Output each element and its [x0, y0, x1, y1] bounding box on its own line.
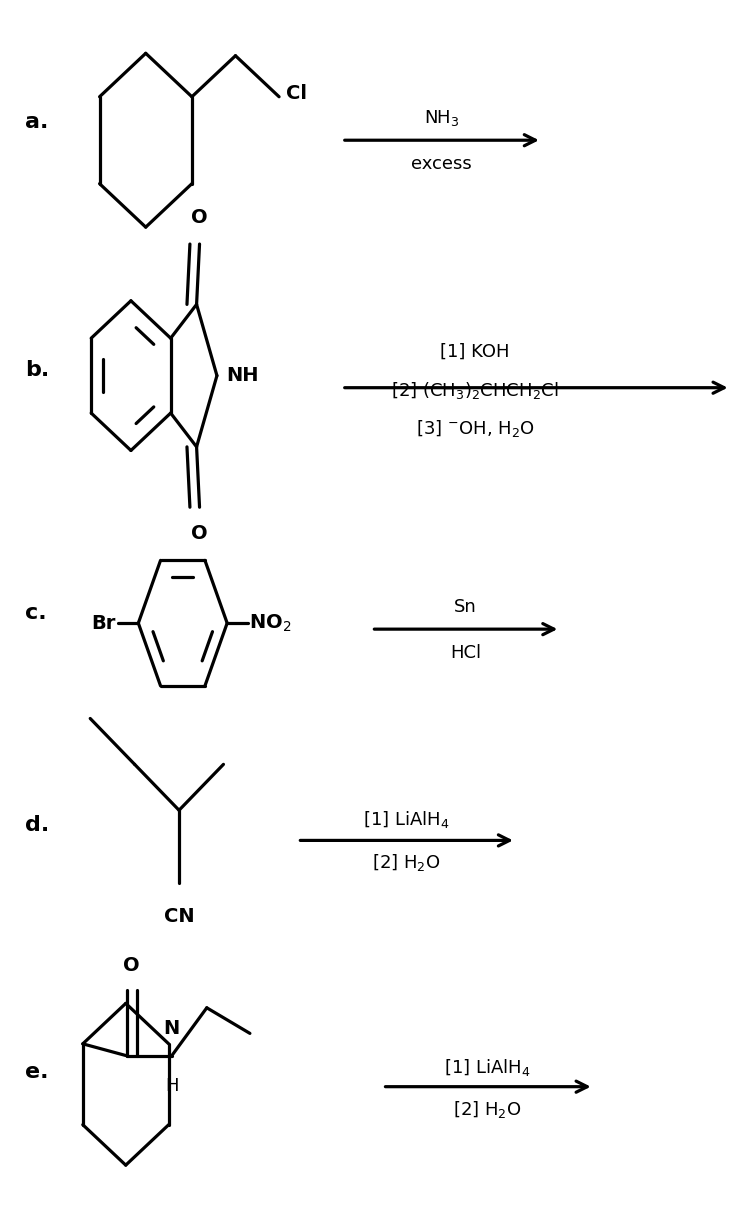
Text: NO$_2$: NO$_2$ — [250, 612, 292, 634]
Text: [2] H$_2$O: [2] H$_2$O — [372, 852, 441, 872]
Text: O: O — [191, 524, 208, 543]
Text: H: H — [165, 1077, 178, 1095]
Text: b.: b. — [25, 359, 49, 380]
Text: HCl: HCl — [450, 644, 481, 662]
Text: [1] LiAlH$_4$: [1] LiAlH$_4$ — [444, 1056, 531, 1078]
Text: NH: NH — [226, 367, 259, 385]
Text: O: O — [191, 208, 208, 227]
Text: CN: CN — [163, 906, 195, 926]
Text: excess: excess — [412, 155, 473, 173]
Text: [1] KOH: [1] KOH — [441, 342, 510, 361]
Text: [1] LiAlH$_4$: [1] LiAlH$_4$ — [363, 809, 450, 830]
Text: [2] H$_2$O: [2] H$_2$O — [453, 1099, 522, 1120]
Text: Sn: Sn — [454, 599, 477, 616]
Text: [3] $^{-}$OH, H$_2$O: [3] $^{-}$OH, H$_2$O — [415, 419, 535, 439]
Text: Cl: Cl — [287, 83, 308, 103]
Text: NH$_3$: NH$_3$ — [424, 109, 460, 128]
Text: e.: e. — [25, 1062, 48, 1082]
Text: O: O — [123, 956, 140, 975]
Text: N: N — [163, 1019, 180, 1038]
Text: d.: d. — [25, 814, 49, 835]
Text: a.: a. — [25, 113, 48, 132]
Text: [2] (CH$_3$)$_2$CHCH$_2$Cl: [2] (CH$_3$)$_2$CHCH$_2$Cl — [392, 380, 559, 401]
Text: Br: Br — [91, 613, 116, 633]
Text: c.: c. — [25, 604, 47, 623]
